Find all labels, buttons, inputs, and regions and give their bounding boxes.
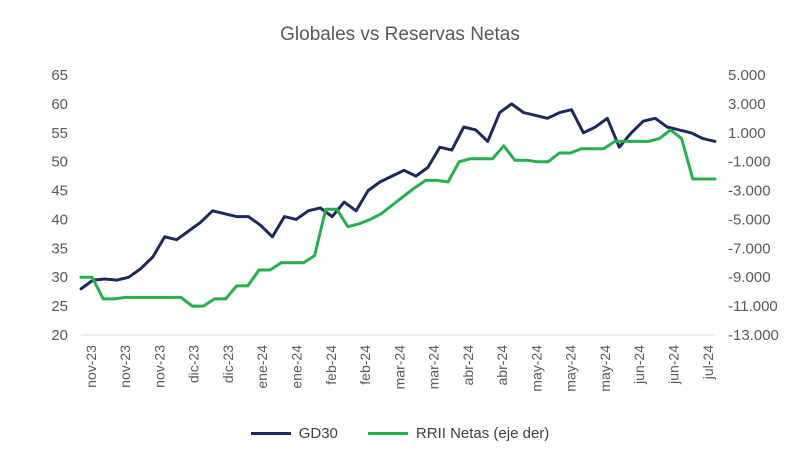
y-left-tick-label: 60 <box>51 96 68 113</box>
x-tick-label: may-24 <box>563 345 579 392</box>
y-right-tick-label: -7.000 <box>728 240 771 257</box>
legend-swatch-rrii <box>367 432 408 435</box>
series-line-gd30 <box>79 102 717 291</box>
legend-swatch-gd30 <box>250 432 291 435</box>
legend-label-gd30: GD30 <box>298 425 338 442</box>
x-tick-label: feb-24 <box>357 345 373 385</box>
y-right-tick-label: 5.000 <box>728 67 766 84</box>
y-right-tick-label: -1.000 <box>728 154 771 171</box>
y-left-tick-label: 35 <box>51 240 68 257</box>
y-left-tick-label: 25 <box>51 298 68 315</box>
x-tick-label: abr-24 <box>494 345 510 386</box>
x-tick-label: may-24 <box>528 345 544 392</box>
x-tick-label: mar-24 <box>426 345 442 390</box>
x-tick-label: ene-24 <box>254 345 270 389</box>
y-left-tick-label: 45 <box>51 183 68 200</box>
series-lines <box>79 102 717 308</box>
x-tick-label: dic-23 <box>220 345 236 383</box>
series-line-rrii-netas <box>79 128 717 308</box>
y-left-tick-label: 55 <box>51 125 68 142</box>
x-tick-label: ene-24 <box>289 345 305 389</box>
x-tick-label: abr-24 <box>460 345 476 386</box>
legend-item-gd30: GD30 <box>250 425 338 442</box>
x-tick-label: may-24 <box>597 345 613 392</box>
x-axis: nov-23 nov-23 nov-23 dic-23 dic-23 ene-24 ene-… <box>83 345 716 392</box>
x-tick-label: dic-23 <box>186 345 202 383</box>
x-tick-label: nov-23 <box>117 345 133 388</box>
y-right-tick-label: -3.000 <box>728 183 771 200</box>
y-right-tick-label: -9.000 <box>728 269 771 286</box>
y-left-tick-label: 30 <box>51 269 68 286</box>
y-right-tick-label: -5.000 <box>728 211 771 228</box>
x-tick-label: feb-24 <box>323 345 339 385</box>
y-left-axis: 20 25 30 35 40 45 50 55 60 65 <box>51 67 68 344</box>
x-tick-label: jul-24 <box>700 345 716 380</box>
y-right-tick-label: -11.000 <box>728 298 778 315</box>
legend-label-rrii: RRII Netas (eje der) <box>415 425 550 442</box>
y-right-tick-label: 1.000 <box>728 125 766 142</box>
y-left-tick-label: 50 <box>51 154 68 171</box>
y-right-tick-label: -13.000 <box>728 327 779 344</box>
x-tick-label: mar-24 <box>391 345 407 390</box>
chart-title: Globales vs Reservas Netas <box>280 24 520 45</box>
legend: GD30 RRII Netas (eje der) <box>0 425 800 442</box>
x-tick-label: jun-24 <box>665 345 681 385</box>
legend-item-rrii: RRII Netas (eje der) <box>367 425 550 442</box>
x-tick-label: nov-23 <box>151 345 167 388</box>
x-tick-label: nov-23 <box>83 345 99 388</box>
y-left-tick-label: 65 <box>51 67 68 84</box>
y-left-tick-label: 20 <box>51 327 68 344</box>
x-tick-label: jun-24 <box>631 345 647 385</box>
y-left-tick-label: 40 <box>51 211 68 228</box>
y-right-axis: -13.000 -11.000 -9.000 -7.000 -5.000 -3.000 -1… <box>728 67 779 344</box>
y-right-tick-label: 3.000 <box>728 96 766 113</box>
